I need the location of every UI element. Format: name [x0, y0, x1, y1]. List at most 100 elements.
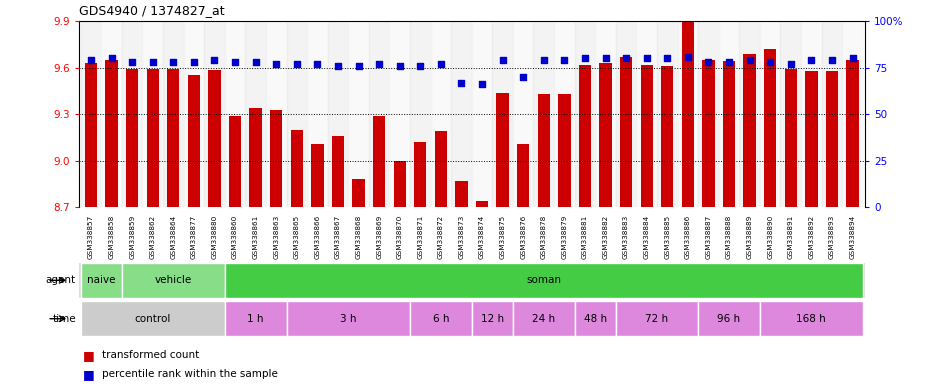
Text: control: control [134, 314, 171, 324]
Bar [537, 94, 550, 207]
Point [248, 59, 263, 65]
Point [83, 57, 98, 63]
Bar [579, 65, 591, 207]
Bar [451, 21, 472, 207]
Text: 1 h: 1 h [247, 314, 264, 324]
Point [310, 61, 325, 67]
Text: 48 h: 48 h [584, 314, 607, 324]
Text: soman: soman [526, 275, 561, 285]
Point [701, 59, 716, 65]
Text: transformed count: transformed count [102, 350, 199, 360]
Bar [719, 21, 739, 207]
Point [516, 74, 531, 80]
Bar [146, 69, 159, 207]
Bar [332, 136, 344, 207]
Bar [616, 21, 636, 207]
Bar [497, 93, 509, 207]
Text: naive: naive [87, 275, 116, 285]
Text: agent: agent [45, 275, 76, 285]
Point [290, 61, 304, 67]
Bar [801, 21, 821, 207]
Bar [764, 49, 776, 207]
Point [742, 57, 757, 63]
Bar [105, 60, 117, 207]
Bar [287, 301, 410, 336]
Bar [270, 109, 282, 207]
Text: ■: ■ [83, 368, 95, 381]
Point [495, 57, 510, 63]
Point [187, 59, 202, 65]
Bar [307, 21, 327, 207]
Bar [640, 65, 653, 207]
Point [804, 57, 819, 63]
Point [228, 59, 242, 65]
Point [454, 79, 469, 86]
Point [598, 55, 613, 61]
Point [475, 81, 489, 88]
Bar [80, 263, 122, 298]
Bar [805, 71, 818, 207]
Point [536, 57, 551, 63]
Bar [410, 301, 472, 336]
Bar [250, 108, 262, 207]
Bar [327, 21, 348, 207]
Bar [657, 21, 678, 207]
Bar [616, 301, 698, 336]
Bar [682, 9, 694, 207]
Point [330, 63, 345, 69]
Bar [513, 21, 534, 207]
Bar [287, 21, 307, 207]
Bar [722, 61, 735, 207]
Point [125, 59, 140, 65]
Bar [225, 21, 245, 207]
Bar [513, 301, 574, 336]
Text: 6 h: 6 h [433, 314, 450, 324]
Bar [554, 21, 574, 207]
Bar [472, 301, 513, 336]
Bar [843, 21, 863, 207]
Bar [188, 75, 200, 207]
Bar [393, 161, 406, 207]
Point [681, 53, 696, 60]
Point [722, 59, 736, 65]
Bar [517, 144, 529, 207]
Bar [784, 69, 797, 207]
Bar [574, 21, 596, 207]
Bar [781, 21, 801, 207]
Text: GDS4940 / 1374827_at: GDS4940 / 1374827_at [79, 4, 224, 17]
Text: 168 h: 168 h [796, 314, 826, 324]
Bar [163, 21, 183, 207]
Point [413, 63, 427, 69]
Bar [678, 21, 698, 207]
Bar [698, 21, 719, 207]
Bar [85, 63, 97, 207]
Bar [475, 201, 488, 207]
Point [392, 63, 407, 69]
Bar [435, 131, 447, 207]
Bar [661, 66, 673, 207]
Bar [126, 69, 139, 207]
Point [352, 63, 366, 69]
Bar [558, 94, 571, 207]
Bar [389, 21, 410, 207]
Bar [760, 301, 863, 336]
Point [660, 55, 674, 61]
Point [434, 61, 449, 67]
Point [783, 61, 798, 67]
Bar [373, 116, 386, 207]
Point [166, 59, 180, 65]
Point [372, 61, 387, 67]
Bar [574, 301, 616, 336]
Bar [80, 21, 101, 207]
Bar [142, 21, 163, 207]
Bar [596, 21, 616, 207]
Text: ■: ■ [83, 349, 95, 362]
Bar [414, 142, 426, 207]
Bar [698, 301, 760, 336]
Bar [80, 301, 225, 336]
Bar [472, 21, 492, 207]
Bar [410, 21, 430, 207]
Bar [311, 144, 324, 207]
Text: 24 h: 24 h [532, 314, 555, 324]
Bar [455, 181, 468, 207]
